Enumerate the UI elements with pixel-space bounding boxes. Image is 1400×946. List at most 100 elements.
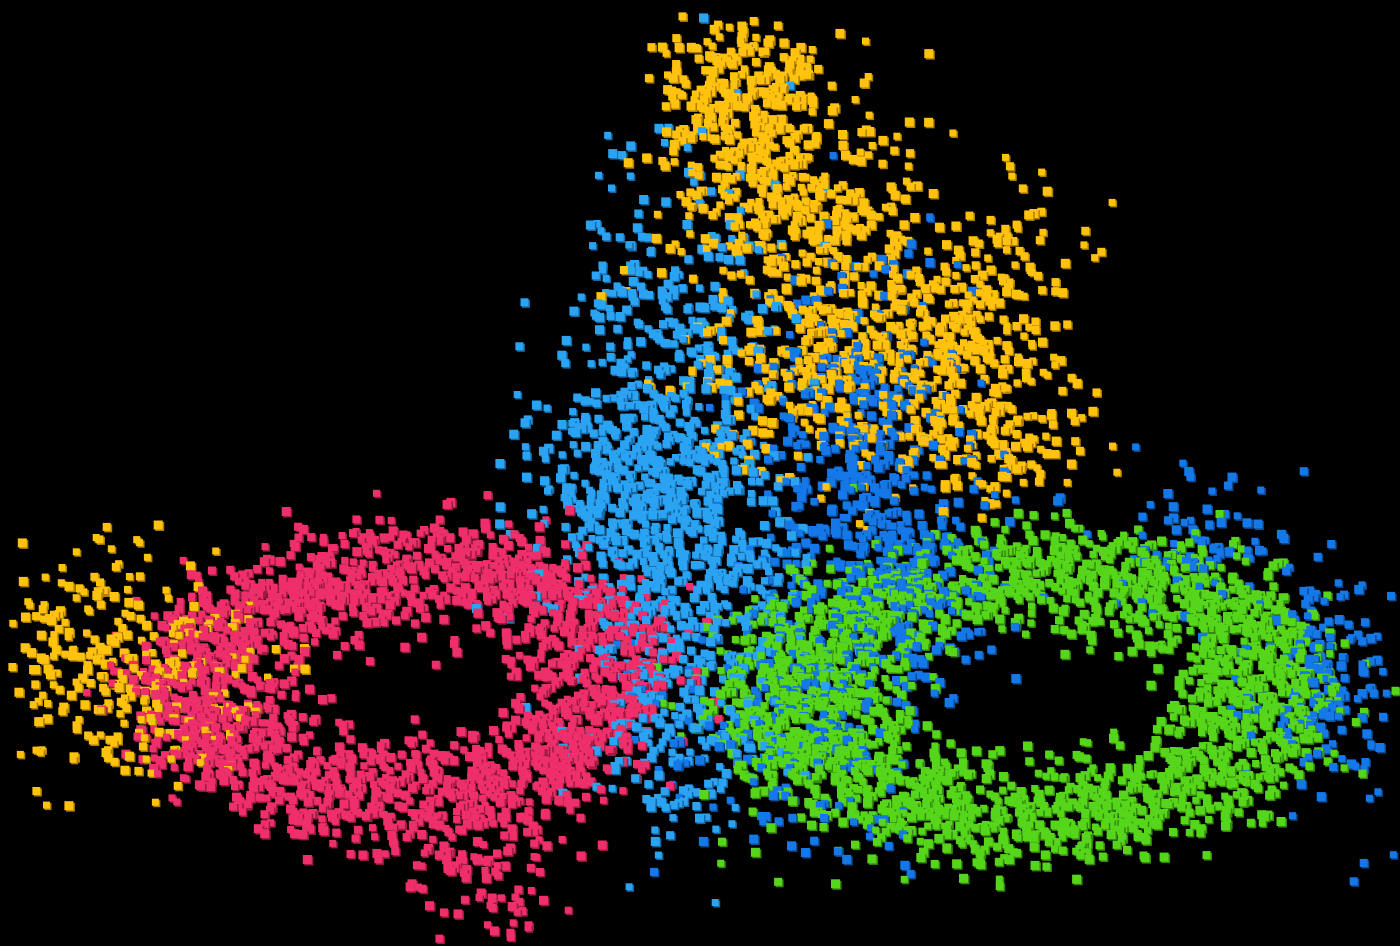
voxel-pink [497, 614, 508, 625]
voxel-yellow [828, 82, 838, 92]
voxel-yellow [905, 163, 914, 172]
voxel-pink [541, 548, 552, 559]
voxel-pink [407, 564, 418, 575]
voxel-yellow [998, 369, 1009, 380]
voxel-light-blue [522, 473, 533, 484]
voxel-yellow [1011, 442, 1022, 453]
voxel-light-blue [495, 519, 506, 530]
voxel-yellow [1023, 359, 1034, 370]
voxel-light-blue [599, 540, 610, 551]
voxel-light-blue [594, 415, 604, 425]
voxel-blue [929, 441, 940, 452]
voxel-green [1086, 646, 1095, 655]
voxel-yellow [816, 414, 827, 425]
voxel-pink [352, 547, 363, 558]
voxel-yellow [163, 587, 172, 596]
voxel-yellow [809, 46, 818, 55]
voxel-blue [928, 486, 937, 495]
voxel-pink [554, 641, 565, 652]
voxel-blue [1327, 540, 1337, 550]
voxel-light-blue [562, 336, 573, 347]
voxel-blue [819, 432, 830, 443]
voxel-light-blue [532, 401, 543, 412]
voxel-yellow [956, 379, 967, 390]
voxel-light-blue [569, 408, 578, 417]
voxel-blue [1234, 512, 1243, 521]
voxel-blue [918, 521, 929, 532]
voxel-yellow [1014, 379, 1023, 388]
voxel-pink [392, 616, 402, 626]
voxel-pink [486, 629, 496, 639]
voxel-light-blue [663, 305, 673, 315]
voxel-blue [1203, 505, 1214, 516]
voxel-light-blue [662, 423, 672, 433]
voxel-light-blue [682, 220, 693, 231]
voxel-yellow [1039, 229, 1048, 238]
voxel-pink [339, 612, 349, 622]
voxel-yellow [1028, 378, 1037, 387]
voxel-yellow [891, 191, 902, 202]
voxel-blue [842, 531, 853, 542]
voxel-yellow [126, 573, 134, 582]
voxel-yellow [1038, 338, 1049, 349]
voxel-yellow [1064, 479, 1073, 488]
voxel-yellow [976, 364, 987, 375]
voxel-light-blue [627, 173, 636, 182]
voxel-pink [439, 615, 450, 626]
voxel-green [1030, 511, 1040, 520]
voxel-yellow [1012, 465, 1023, 476]
voxel-yellow [1042, 433, 1051, 442]
voxel-light-blue [730, 458, 739, 467]
voxel-light-blue [521, 298, 531, 308]
voxel-pink [473, 609, 484, 620]
voxel-light-blue [717, 303, 728, 314]
voxel-light-blue [633, 223, 644, 234]
voxel-pink [444, 545, 453, 554]
voxel-light-blue [593, 399, 603, 409]
voxel-green [1145, 627, 1154, 636]
voxel-pink [400, 643, 411, 654]
voxel-blue [1257, 487, 1266, 496]
voxel-yellow [103, 523, 113, 533]
voxel-yellow [719, 267, 728, 276]
voxel-light-blue [676, 419, 686, 429]
voxel-light-blue [612, 536, 623, 547]
voxel-yellow [108, 545, 117, 554]
voxel-green [991, 518, 1001, 528]
voxel-light-blue [618, 288, 629, 299]
voxel-yellow [716, 33, 725, 42]
voxel-light-blue [561, 523, 571, 533]
voxel-blue [1012, 496, 1021, 505]
voxel-blue [1314, 553, 1324, 563]
voxel-light-blue [792, 314, 803, 325]
voxel-light-blue [588, 360, 597, 369]
voxel-light-blue [768, 496, 779, 507]
voxel-yellow [973, 461, 982, 470]
voxel-light-blue [684, 255, 694, 265]
voxel-pink [294, 612, 305, 623]
voxel-light-blue [597, 300, 608, 311]
voxel-blue [1312, 630, 1322, 640]
voxel-pink [307, 533, 317, 543]
voxel-pink [409, 576, 419, 586]
voxel-light-blue [615, 508, 626, 519]
voxel-light-blue [695, 403, 704, 412]
voxel-yellow [1043, 187, 1054, 198]
voxel-yellow [1020, 479, 1028, 488]
voxel-yellow [924, 118, 935, 129]
voxel-yellow [856, 157, 867, 168]
voxel-yellow [1024, 210, 1035, 221]
voxel-yellow [726, 24, 735, 32]
voxel-green [1099, 533, 1108, 542]
voxel-yellow [791, 260, 801, 270]
voxel-yellow [814, 65, 824, 75]
voxel-blue [867, 411, 878, 422]
voxel-yellow [1071, 437, 1081, 447]
voxel-yellow [987, 216, 997, 226]
voxel-light-blue [644, 271, 653, 280]
voxel-yellow [857, 231, 868, 242]
voxel-yellow [1002, 287, 1013, 298]
voxel-blue [1361, 618, 1371, 628]
voxel-pink [282, 507, 293, 518]
